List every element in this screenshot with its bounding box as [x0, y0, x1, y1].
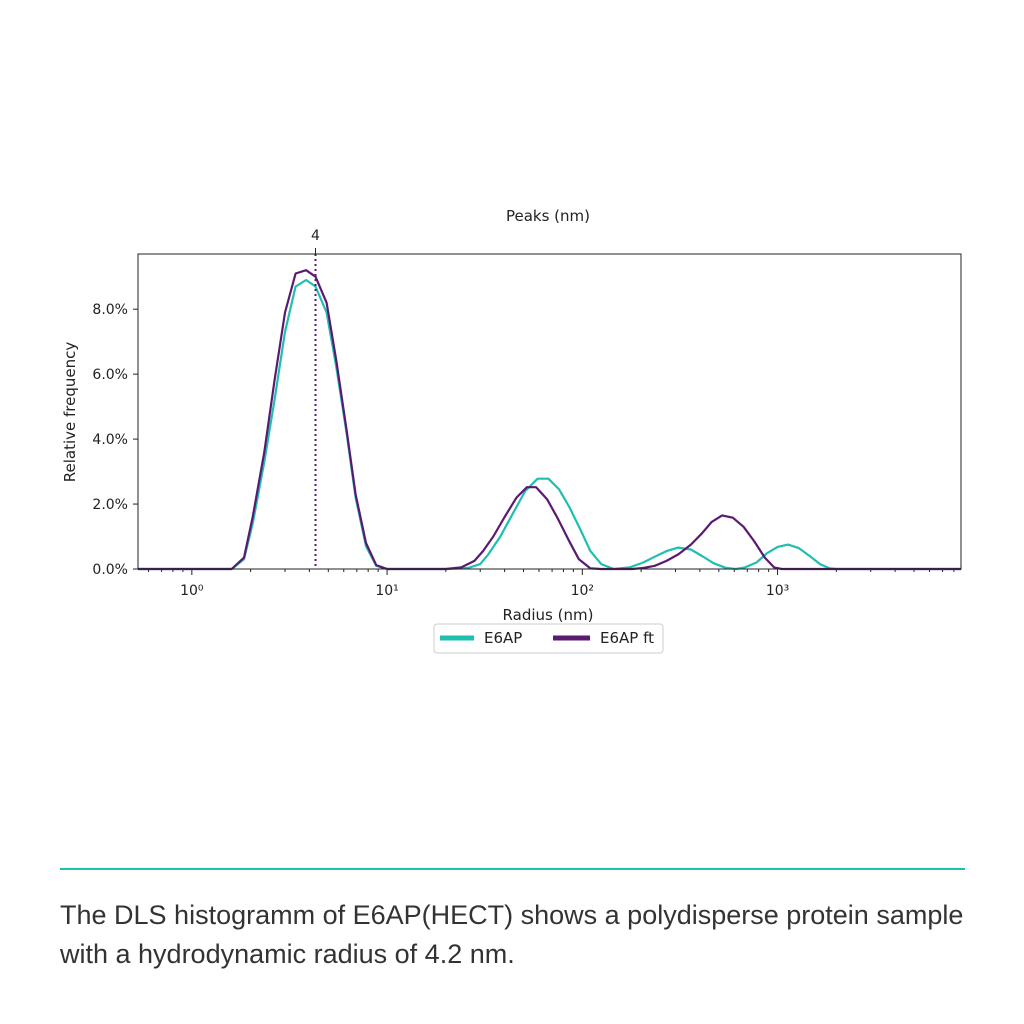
y-axis-label: Relative frequency	[61, 342, 79, 483]
plot-frame	[137, 253, 962, 570]
legend-label-e6ap-ft: E6AP ft	[600, 629, 654, 647]
x-tick-label-0: 10⁰	[180, 583, 204, 599]
y-tick-label-4: 8.0%	[92, 302, 128, 318]
y-tick-label-3: 6.0%	[92, 367, 128, 383]
divider-line	[60, 868, 965, 870]
y-tick-label-2: 4.0%	[92, 432, 128, 448]
y-tick-label-1: 2.0%	[92, 497, 128, 513]
axis-ticks: 0.0% 2.0% 4.0% 6.0% 8.0% 10⁰ 10¹ 10² 10³	[92, 302, 955, 599]
peak-label-0: 4	[311, 228, 320, 244]
legend-label-e6ap: E6AP	[484, 629, 522, 647]
legend: E6AP E6AP ft	[433, 623, 664, 654]
series-line-1	[138, 269, 961, 571]
x-tick-label-2: 10²	[571, 583, 594, 599]
x-tick-label-1: 10¹	[375, 583, 398, 599]
peak-markers: 4	[311, 228, 320, 254]
x-tick-label-3: 10³	[766, 583, 789, 599]
top-axis-label: Peaks (nm)	[506, 207, 590, 225]
x-axis-label: Radius (nm)	[503, 606, 594, 624]
y-tick-label-0: 0.0%	[92, 562, 128, 578]
legend-box	[433, 623, 664, 654]
series-lines	[138, 269, 961, 571]
figure-caption: The DLS histogramm of E6AP(HECT) shows a…	[60, 900, 964, 969]
dls-chart: Peaks (nm) 4 0.0% 2.0% 4.0% 6.0% 8.0% 10⁰ 10¹ 1…	[61, 207, 962, 654]
series-line-0	[138, 278, 961, 571]
